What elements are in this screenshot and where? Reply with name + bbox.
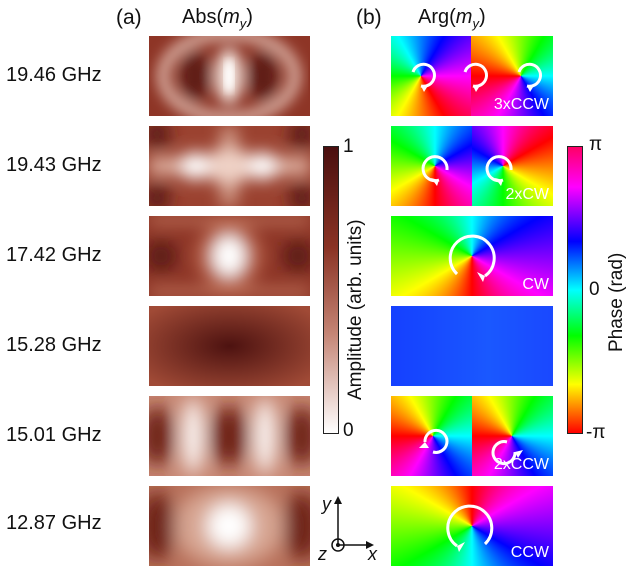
phase-colorbar-zero: 0: [589, 279, 600, 300]
mode-label: 2xCW: [505, 186, 549, 203]
phase-map-1501: [391, 396, 553, 476]
amplitude-map-1943: [149, 126, 310, 206]
phase-colorbar-min: -π: [586, 422, 606, 443]
amplitude-map-1501: [149, 396, 310, 476]
panel-label-b: (b): [356, 6, 382, 29]
phase-colorbar-title: Phase (rad): [606, 252, 627, 352]
phase-colorbar-max: π: [589, 134, 603, 155]
axis-label-x: x: [368, 544, 377, 564]
amplitude-colorbar-min: 0: [343, 420, 354, 441]
frequency-label: 19.43 GHz: [6, 154, 102, 176]
mode-label: 3xCCW: [493, 96, 549, 113]
amplitude-colorbar-max: 1: [343, 136, 354, 157]
amplitude-map-1742: [149, 216, 310, 296]
axis-label-y: y: [322, 494, 331, 514]
frequency-label: 12.87 GHz: [6, 512, 102, 534]
arg-column-title: Arg(my): [418, 6, 486, 31]
phase-colorbar: [567, 146, 583, 434]
phase-map-1946: [391, 36, 553, 116]
phase-map-1742: [391, 216, 553, 296]
panel-label-a: (a): [116, 6, 142, 29]
frequency-label: 15.28 GHz: [6, 334, 102, 356]
phase-map-1943: [391, 126, 553, 206]
frequency-label: 17.42 GHz: [6, 244, 102, 266]
mode-label: 2xCCW: [493, 456, 549, 473]
amplitude-colorbar: [323, 146, 339, 434]
axis-label-z: z: [318, 544, 327, 564]
mode-label: CW: [522, 276, 549, 293]
amplitude-colorbar-title: Amplitude (arb. units): [345, 219, 366, 400]
amplitude-map-1946: [149, 36, 310, 116]
coordinate-axes: [331, 496, 374, 552]
phase-map-1528: [391, 306, 553, 386]
amplitude-map-1287: [149, 486, 310, 566]
amplitude-map-1528: [149, 306, 310, 386]
mode-label: CCW: [510, 544, 549, 561]
abs-column-title: Abs(my): [182, 6, 253, 31]
phase-map-1287: [391, 486, 553, 566]
frequency-label: 19.46 GHz: [6, 64, 102, 86]
frequency-label: 15.01 GHz: [6, 424, 102, 446]
